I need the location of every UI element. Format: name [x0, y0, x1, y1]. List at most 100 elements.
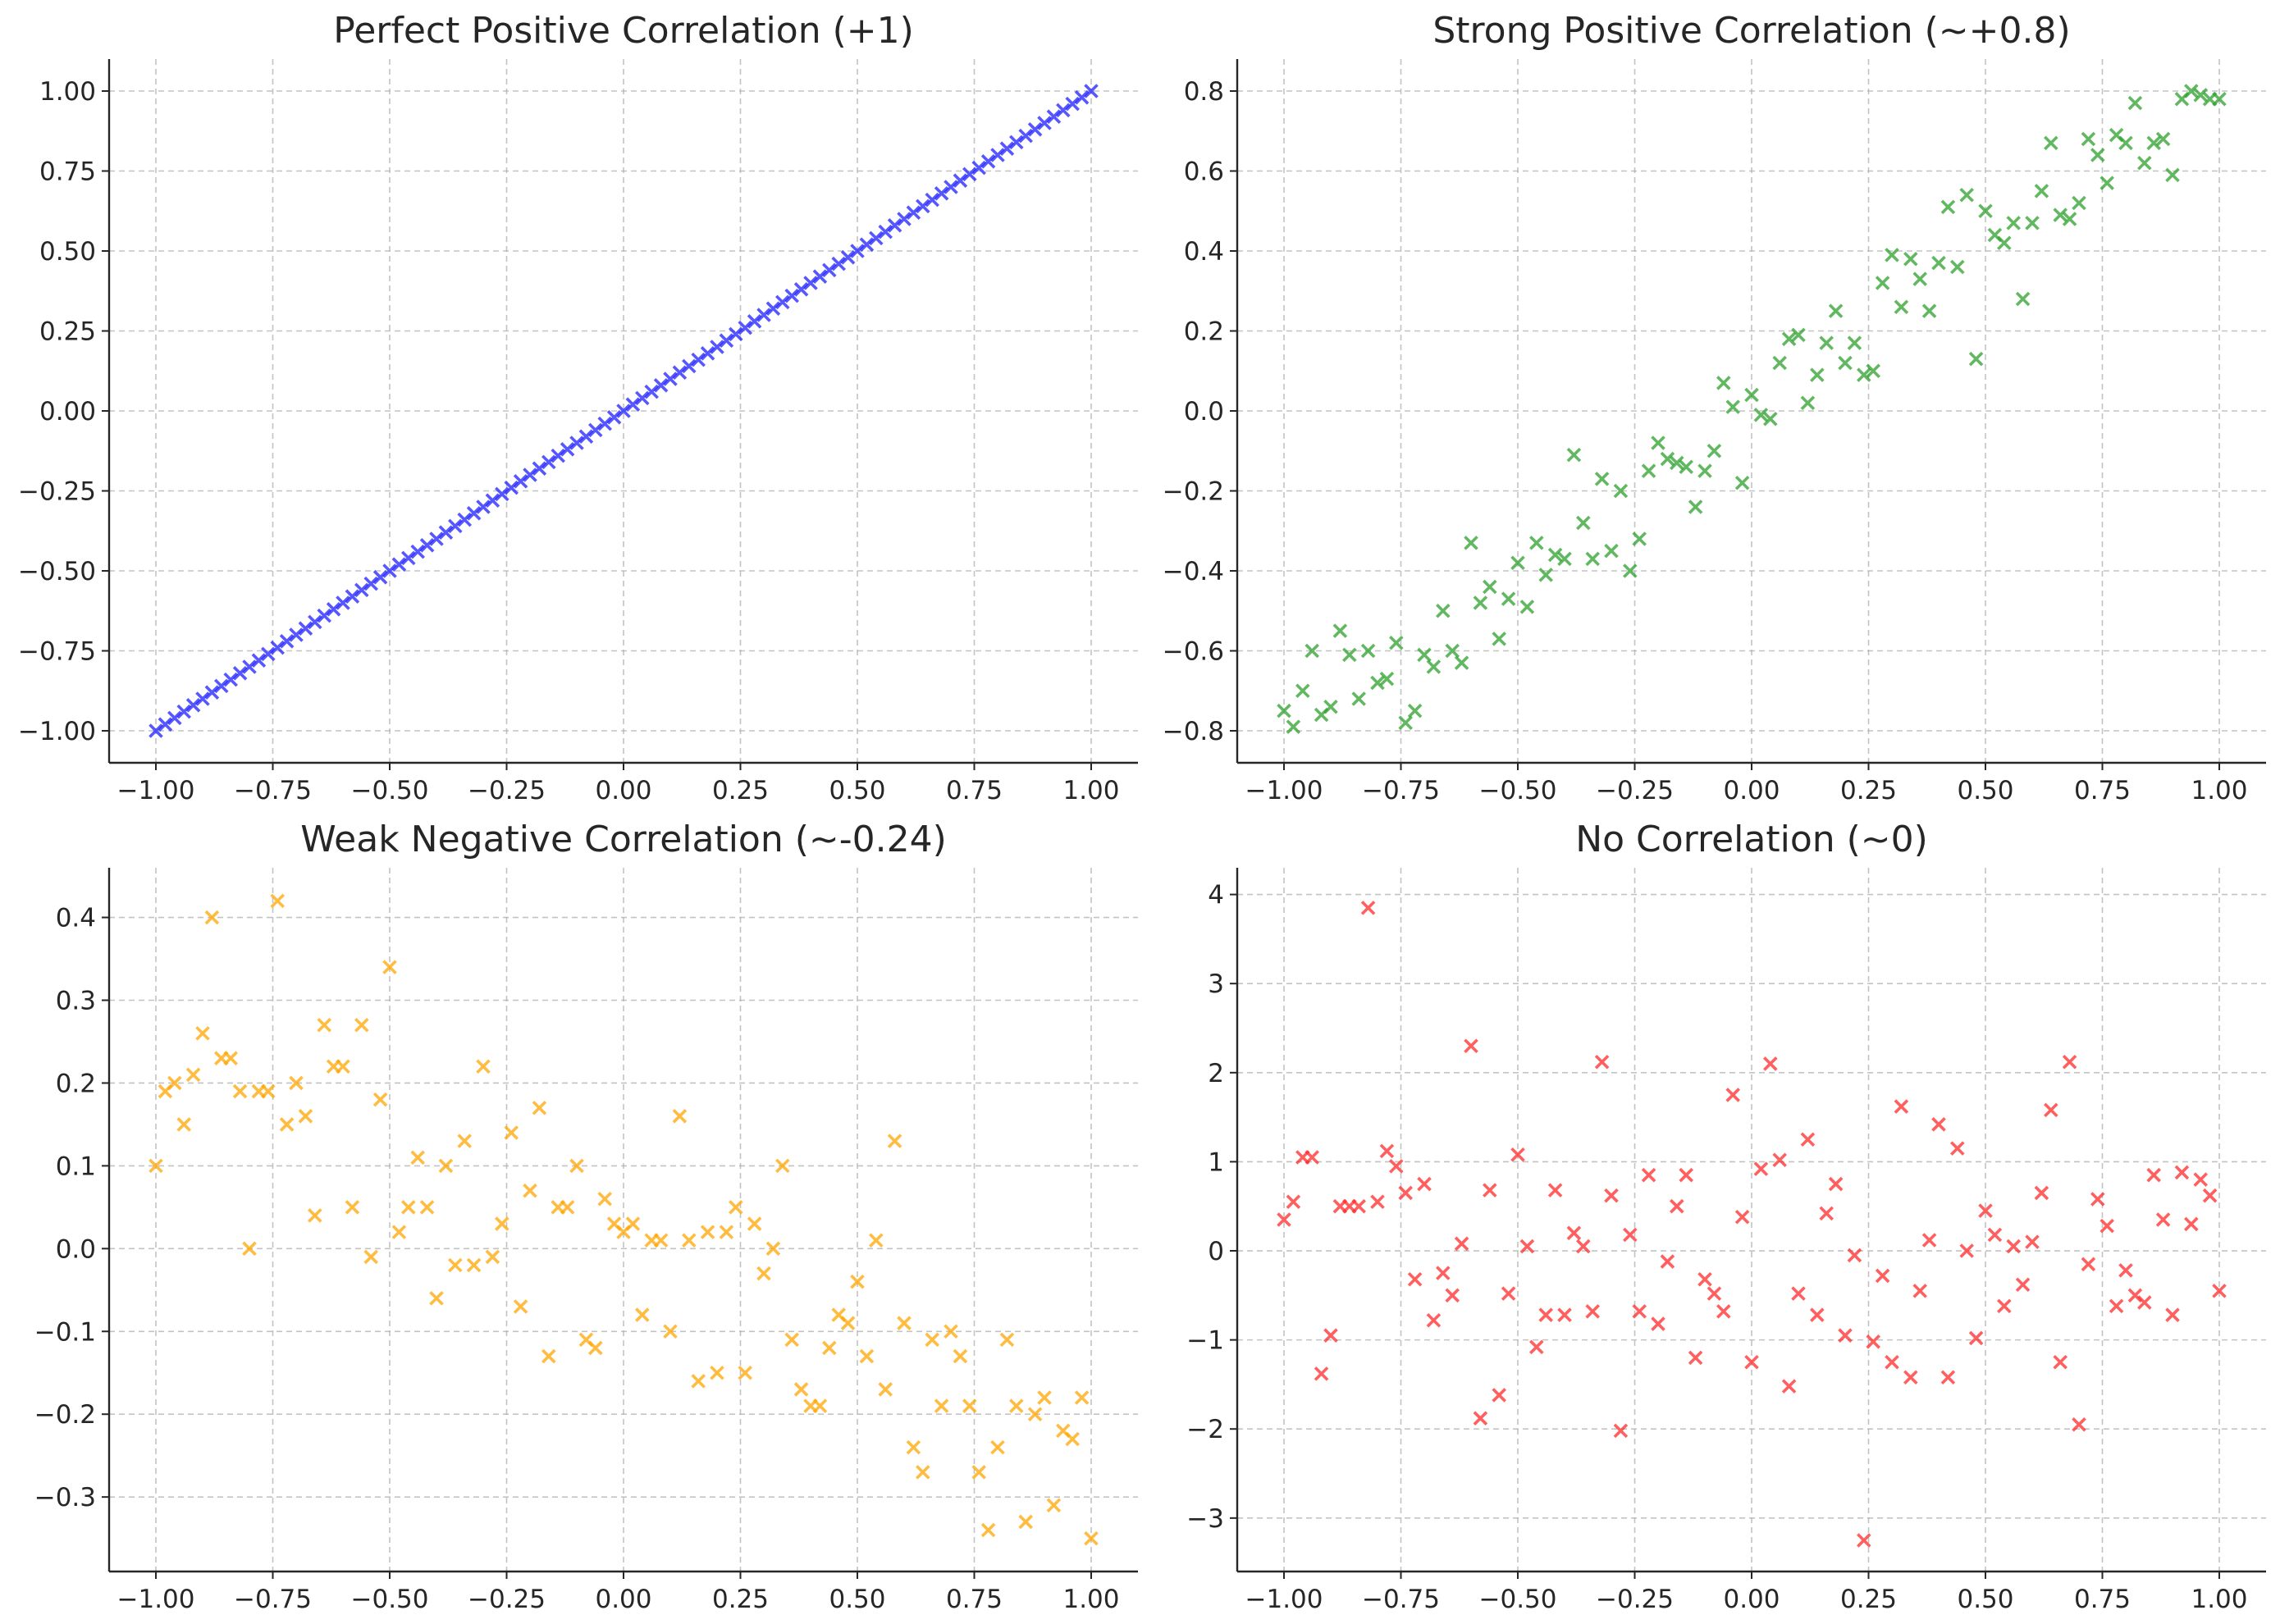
data-point	[1632, 1304, 1647, 1319]
data-point	[485, 493, 500, 508]
data-point	[148, 1158, 163, 1174]
data-point	[1959, 187, 1974, 203]
x-tick-label: 0.50	[829, 1585, 885, 1614]
x-tick-label: −0.75	[1362, 776, 1440, 805]
data-point	[729, 1200, 743, 1215]
data-point	[298, 621, 313, 636]
x-tick-label: −1.00	[1245, 776, 1323, 805]
data-point	[710, 340, 724, 354]
x-tick-label: 0.50	[829, 776, 885, 805]
data-point	[1538, 1307, 1553, 1322]
data-point	[1810, 1307, 1825, 1322]
data-point	[1623, 1227, 1638, 1243]
data-point	[812, 1398, 828, 1413]
x-tick-label: 0.75	[2074, 776, 2131, 805]
data-point	[1651, 1316, 1665, 1331]
data-point	[944, 1324, 958, 1339]
data-point	[625, 1216, 641, 1231]
data-point	[1716, 1304, 1731, 1319]
data-point	[1360, 901, 1376, 915]
data-point	[1894, 1099, 1909, 1114]
data-point	[326, 602, 341, 617]
data-point	[270, 893, 285, 909]
data-point	[2146, 135, 2161, 151]
data-point	[1056, 103, 1071, 118]
data-point	[2053, 208, 2068, 222]
y-tick-label: 1.00	[39, 77, 96, 107]
y-tick-label: −1.00	[18, 717, 96, 746]
data-point	[869, 1233, 884, 1248]
x-tick-label: 0.00	[1723, 776, 1780, 805]
data-point	[1084, 1530, 1099, 1546]
data-point	[859, 1348, 875, 1364]
data-point	[1398, 715, 1413, 731]
data-point	[2109, 1298, 2124, 1314]
data-point	[223, 1051, 238, 1065]
data-point	[363, 576, 378, 591]
data-point	[345, 589, 360, 604]
data-point	[1679, 1167, 1693, 1183]
data-point	[1828, 1176, 1844, 1192]
data-point	[185, 1067, 201, 1083]
data-point	[588, 422, 603, 438]
x-tick-label: −0.25	[1596, 776, 1674, 805]
data-point	[167, 710, 182, 726]
data-point	[672, 1109, 688, 1124]
data-point	[195, 1026, 210, 1041]
chart-title: No Correlation (~0)	[1575, 819, 1928, 860]
data-point	[541, 1348, 556, 1364]
data-point	[1940, 1370, 1956, 1385]
data-point	[336, 1059, 350, 1074]
data-point	[457, 512, 472, 527]
data-point	[1510, 1147, 1525, 1162]
data-point	[887, 218, 902, 233]
data-point	[793, 282, 809, 297]
y-tick-label: 0.75	[39, 157, 96, 187]
data-point	[1547, 547, 1563, 563]
data-point	[1604, 1188, 1619, 1203]
data-point	[317, 608, 331, 623]
data-point	[2174, 1165, 2190, 1180]
data-point	[1492, 1388, 1506, 1403]
data-point	[1594, 472, 1610, 486]
data-point	[1473, 595, 1488, 610]
data-point	[1018, 128, 1033, 144]
data-point	[279, 634, 295, 649]
data-point	[1037, 1390, 1052, 1405]
data-point	[2165, 167, 2180, 183]
data-point	[606, 410, 622, 425]
y-tick-label: 3	[1208, 969, 1224, 999]
data-point	[289, 627, 304, 642]
x-tick-label: −0.75	[234, 1585, 312, 1614]
data-point	[1483, 1183, 1497, 1197]
data-point	[1084, 84, 1099, 98]
data-point	[1360, 643, 1376, 659]
data-point	[2044, 135, 2058, 151]
x-tick-label: −1.00	[1245, 1585, 1323, 1614]
data-point	[1828, 303, 1844, 318]
y-tick-label: 0.2	[56, 1069, 96, 1098]
y-tick-label: −0.2	[1163, 477, 1224, 507]
y-tick-label: −0.2	[34, 1400, 96, 1430]
data-point	[850, 244, 865, 258]
y-tick-label: 0.3	[56, 987, 96, 1016]
data-point	[419, 1200, 435, 1215]
data-point	[2034, 1185, 2049, 1201]
data-point	[1407, 703, 1423, 718]
y-tick-label: 1	[1208, 1147, 1224, 1177]
y-tick-label: −0.3	[34, 1483, 96, 1512]
data-point	[710, 1365, 724, 1380]
data-point	[1464, 1038, 1478, 1053]
panel-weak-negative: −1.00 −0.75 −0.50 −0.25 0.00 0.25 0.50 0.75 1.00…	[34, 819, 1138, 1614]
data-point	[663, 372, 678, 386]
data-point	[700, 346, 715, 361]
data-point	[850, 1274, 865, 1289]
y-tick-label: 0	[1208, 1237, 1224, 1266]
data-point	[738, 320, 752, 335]
data-point	[1295, 683, 1310, 699]
data-point	[176, 1117, 191, 1132]
data-point	[1725, 1088, 1740, 1102]
data-point	[1753, 1161, 1769, 1176]
data-point	[1046, 109, 1062, 124]
data-point	[504, 1125, 519, 1140]
